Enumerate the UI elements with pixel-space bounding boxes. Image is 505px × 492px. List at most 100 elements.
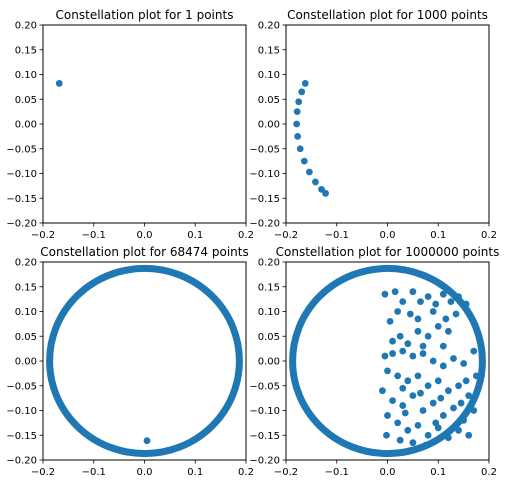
y-tick-label: 0.05 — [15, 95, 37, 106]
x-tick-label: −0.1 — [82, 230, 106, 241]
x-tick-label: 0.2 — [481, 467, 497, 478]
scatter-point — [394, 419, 402, 427]
subplot-1000-points: Constellation plot for 1000 points −0.2−… — [249, 8, 497, 241]
scatter-point — [432, 419, 440, 427]
scatter-point — [434, 322, 442, 330]
y-tick-label: 0.00 — [15, 120, 37, 131]
scatter-point — [452, 310, 460, 318]
x-tick-label: 0.0 — [380, 230, 396, 241]
scatter-point — [429, 357, 437, 365]
scatter-point — [460, 360, 468, 367]
y-tick-label: −0.20 — [6, 219, 37, 230]
scatter-point — [389, 337, 396, 345]
scatter-point — [386, 318, 394, 325]
y-tick-label: 0.10 — [258, 307, 280, 318]
y-tick-label: 0.10 — [15, 307, 37, 318]
scatter-point — [384, 412, 391, 419]
scatter-point — [401, 409, 409, 417]
y-tick-label: 0.15 — [15, 45, 37, 56]
axes-frame — [42, 261, 247, 461]
y-tick-label: 0.20 — [15, 21, 37, 32]
scatter-point — [294, 132, 302, 140]
scatter-point — [417, 389, 424, 397]
scatter-point — [305, 168, 313, 176]
y-tick-label: 0.05 — [258, 95, 280, 106]
y-tick-label: −0.05 — [249, 381, 280, 392]
scatter-point — [445, 434, 452, 442]
scatter-ring — [46, 264, 243, 458]
y-tick-label: 0.05 — [15, 332, 37, 343]
scatter-point — [384, 367, 391, 375]
x-tick-label: 0.0 — [137, 467, 153, 478]
y-tick-label: −0.05 — [6, 381, 37, 392]
scatter-point — [143, 437, 151, 445]
x-tick-label: 0.0 — [380, 467, 396, 478]
scatter-point — [381, 352, 389, 360]
y-tick-label: 0.00 — [15, 357, 37, 368]
scatter-point — [442, 315, 450, 323]
scatter-point — [424, 332, 432, 340]
scatter-point — [419, 342, 427, 350]
scatter-point — [293, 108, 301, 116]
scatter-point — [414, 372, 422, 380]
scatter-point — [439, 342, 447, 350]
y-tick-label: −0.15 — [6, 431, 37, 442]
scatter-point — [298, 88, 306, 96]
y-tick-label: 0.20 — [258, 258, 280, 269]
scatter-point — [447, 298, 455, 305]
scatter-point — [396, 332, 404, 340]
y-tick-label: −0.10 — [6, 169, 37, 180]
scatter-point — [450, 355, 457, 362]
scatter-point — [462, 377, 470, 385]
x-tick-label: 0.2 — [238, 467, 254, 478]
y-tick-label: −0.10 — [6, 406, 37, 417]
plot-area — [46, 264, 243, 458]
scatter-point — [409, 288, 417, 296]
scatter-point — [457, 399, 465, 407]
scatter-point — [437, 394, 445, 402]
scatter-point — [55, 80, 63, 87]
scatter-point — [379, 387, 386, 395]
x-tick-label: −0.1 — [325, 467, 349, 478]
x-tick-label: 0.2 — [238, 230, 254, 241]
y-tick-label: 0.00 — [258, 357, 280, 368]
scatter-point — [312, 178, 319, 186]
scatter-point — [419, 350, 427, 357]
scatter-point — [394, 308, 402, 315]
y-tick-label: −0.20 — [249, 456, 280, 467]
scatter-point — [429, 399, 437, 407]
x-tick-label: 0.1 — [187, 467, 203, 478]
scatter-point — [465, 431, 473, 439]
scatter-point — [429, 308, 437, 315]
plot-area — [289, 264, 486, 458]
x-tick-label: 0.1 — [430, 467, 446, 478]
scatter-point — [460, 417, 468, 424]
scatter-point — [406, 310, 414, 318]
scatter-point — [439, 290, 447, 298]
scatter-point — [295, 98, 303, 106]
y-tick-label: −0.10 — [249, 406, 280, 417]
plot-area — [293, 80, 329, 197]
scatter-point — [300, 157, 308, 165]
y-tick-label: −0.20 — [249, 219, 280, 230]
scatter-point — [409, 352, 417, 360]
y-tick-label: −0.15 — [249, 194, 280, 205]
subplot-68474-points: Constellation plot for 68474 points −0.2… — [6, 245, 254, 478]
plot-area — [55, 80, 63, 87]
subplot-title: Constellation plot for 1 points — [56, 8, 234, 22]
scatter-point — [445, 387, 452, 395]
y-tick-label: 0.05 — [258, 332, 280, 343]
y-tick-label: −0.05 — [6, 144, 37, 155]
scatter-point — [409, 392, 417, 400]
scatter-point — [383, 431, 390, 439]
y-tick-label: 0.10 — [258, 70, 280, 81]
scatter-point — [445, 327, 452, 335]
scatter-point — [424, 431, 432, 439]
x-tick-label: −0.2 — [274, 467, 298, 478]
x-tick-label: 0.0 — [137, 230, 153, 241]
scatter-point — [424, 293, 432, 301]
x-tick-label: −0.2 — [31, 467, 55, 478]
scatter-point — [455, 382, 462, 390]
y-tick-label: 0.10 — [15, 70, 37, 81]
